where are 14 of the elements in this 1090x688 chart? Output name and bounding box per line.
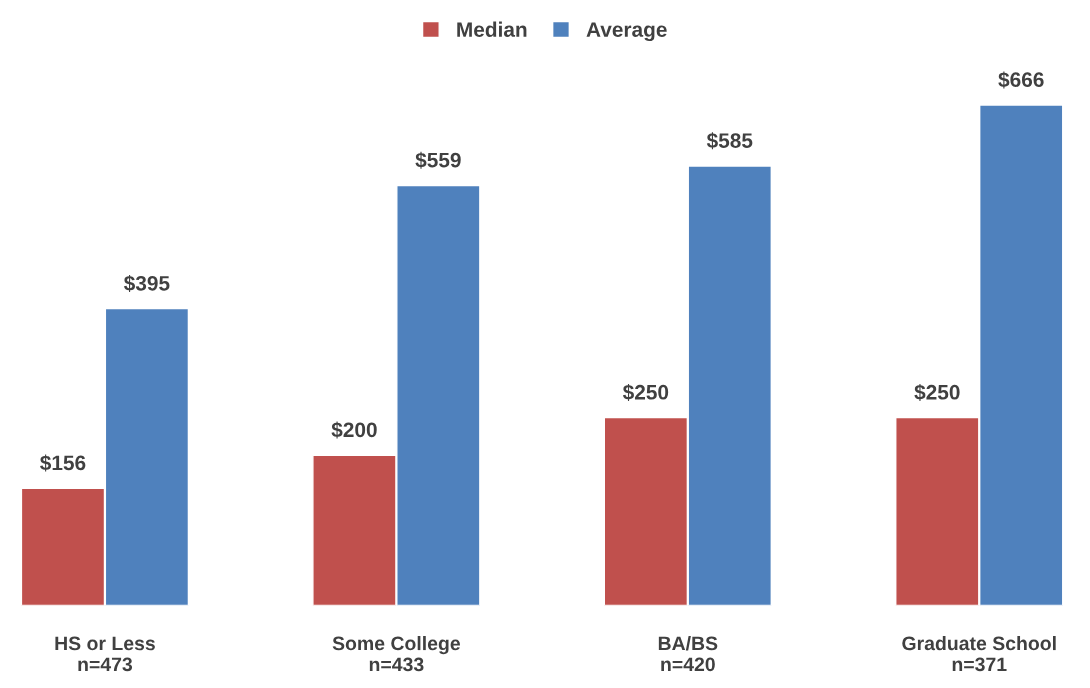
data-label: $559: [415, 151, 461, 169]
data-label: $250: [914, 383, 960, 401]
data-label: $666: [998, 71, 1044, 89]
legend-label: Median: [457, 21, 527, 37]
data-label: $200: [331, 421, 377, 439]
legend-label: Average: [586, 22, 667, 42]
data-label: $585: [706, 132, 753, 150]
x-tick-label: BA/BS n=420: [658, 636, 718, 672]
data-label: $156: [40, 454, 86, 472]
x-tick-label: Some College n=433: [332, 636, 460, 672]
data-label: $250: [622, 383, 669, 401]
data-label: $395: [123, 275, 170, 293]
x-tick-label: Graduate School n=371: [902, 636, 1056, 672]
x-tick-label: HS or Less n=473: [55, 636, 155, 672]
